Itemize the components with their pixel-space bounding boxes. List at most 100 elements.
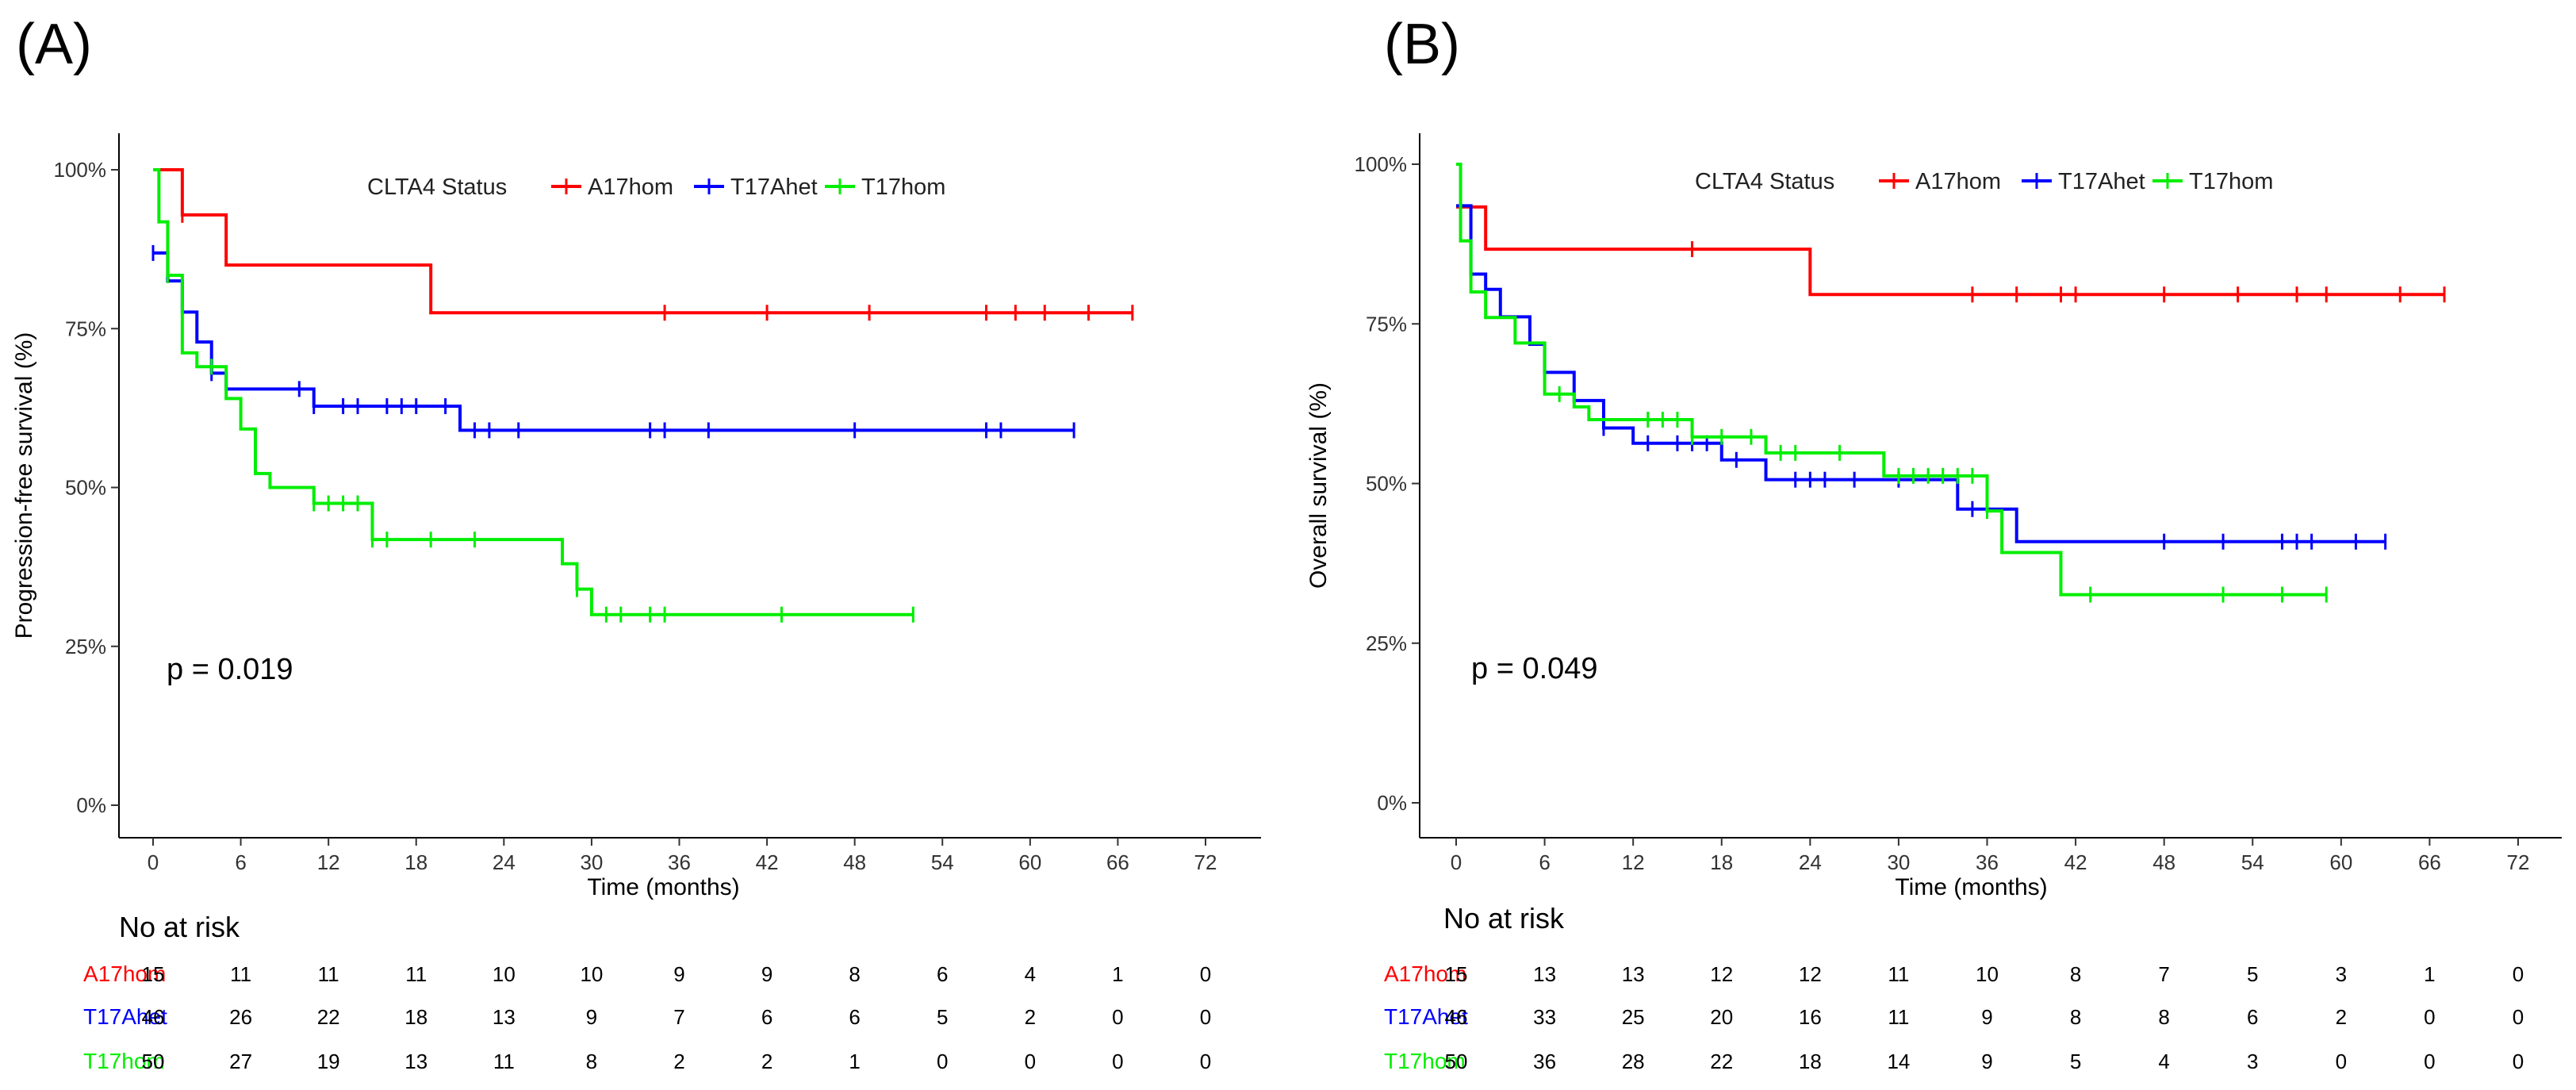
x-tick-label: 72	[1194, 850, 1217, 874]
risk-row-label-A17hom: A17hom	[1384, 961, 1466, 986]
risk-count-T17Ahet: 26	[229, 1005, 252, 1029]
x-tick-label: 66	[1106, 850, 1129, 874]
panel-label: (B)	[1384, 13, 1460, 76]
risk-count-A17hom: 12	[1710, 962, 1733, 986]
risk-count-A17hom: 10	[580, 962, 603, 986]
risk-count-A17hom: 15	[142, 962, 165, 986]
risk-count-T17Ahet: 0	[1112, 1005, 1123, 1029]
risk-count-T17hom: 0	[937, 1050, 948, 1073]
risk-count-T17hom: 28	[1622, 1050, 1645, 1073]
risk-count-T17Ahet: 8	[2158, 1005, 2169, 1029]
y-tick-label: 100%	[54, 158, 107, 182]
risk-count-T17Ahet: 6	[2247, 1005, 2258, 1029]
risk-count-A17hom: 10	[1976, 962, 1999, 986]
risk-count-A17hom: 6	[937, 962, 948, 986]
risk-count-A17hom: 8	[849, 962, 860, 986]
x-tick-label: 36	[1976, 850, 1999, 874]
x-tick-label: 60	[1018, 850, 1041, 874]
x-tick-label: 6	[1539, 850, 1550, 874]
x-tick-label: 12	[317, 850, 340, 874]
risk-row-label-T17Ahet: T17Ahet	[1384, 1004, 1468, 1029]
y-tick-label: 75%	[65, 317, 106, 340]
y-axis-title: Overall survival (%)	[1305, 382, 1332, 589]
A17hom-survival-curve	[1456, 205, 2445, 297]
risk-count-T17Ahet: 33	[1533, 1005, 1556, 1029]
risk-count-T17hom: 0	[2336, 1050, 2347, 1073]
risk-count-T17Ahet: 11	[1888, 1005, 1909, 1029]
risk-count-A17hom: 11	[318, 962, 339, 986]
x-axis-title: Time (months)	[1895, 874, 2047, 900]
x-tick-label: 36	[668, 850, 691, 874]
risk-count-T17hom: 18	[1799, 1050, 1822, 1073]
risk-count-A17hom: 3	[2336, 962, 2347, 986]
y-tick-label: 25%	[1366, 631, 1407, 655]
panel-a: (A)0 6 12 18 24 30 36 42 48 54 60 66 720%25%50%75%10…	[11, 13, 1261, 1073]
risk-count-A17hom: 5	[2247, 962, 2258, 986]
legend-label-T17hom: T17hom	[2189, 169, 2273, 194]
risk-row-label-T17hom: T17hom	[83, 1049, 165, 1073]
x-tick-label: 24	[493, 850, 516, 874]
legend-label-T17Ahet: T17Ahet	[730, 175, 818, 200]
y-tick-label: 50%	[1366, 472, 1407, 496]
risk-count-T17hom: 2	[673, 1050, 684, 1073]
risk-row-label-T17Ahet: T17Ahet	[83, 1004, 167, 1029]
x-tick-label: 48	[843, 850, 866, 874]
risk-count-T17Ahet: 16	[1799, 1005, 1822, 1029]
y-tick-label: 0%	[76, 793, 106, 817]
legend-title: CLTA4 Status	[367, 175, 507, 200]
risk-count-T17hom: 5	[2070, 1050, 2081, 1073]
risk-count-A17hom: 11	[1888, 962, 1909, 986]
x-tick-label: 18	[1710, 850, 1733, 874]
risk-count-T17hom: 11	[493, 1050, 515, 1073]
legend-label-T17hom: T17hom	[861, 175, 945, 200]
risk-count-A17hom: 11	[405, 962, 427, 986]
y-tick-label: 25%	[65, 635, 106, 658]
risk-count-T17Ahet: 0	[2424, 1005, 2435, 1029]
risk-table-title: No at risk	[119, 911, 240, 943]
legend-label-A17hom: A17hom	[1915, 169, 2001, 194]
x-tick-label: 42	[2064, 850, 2087, 874]
x-tick-label: 6	[235, 850, 246, 874]
x-tick-label: 72	[2507, 850, 2530, 874]
risk-count-T17hom: 9	[1981, 1050, 1992, 1073]
risk-count-A17hom: 8	[2070, 962, 2081, 986]
risk-count-A17hom: 1	[2424, 962, 2435, 986]
risk-count-T17hom: 27	[229, 1050, 252, 1073]
x-tick-label: 30	[580, 850, 603, 874]
risk-count-T17hom: 2	[761, 1050, 772, 1073]
risk-count-T17Ahet: 0	[2513, 1005, 2524, 1029]
risk-count-T17hom: 0	[1200, 1050, 1211, 1073]
risk-count-T17hom: 0	[2513, 1050, 2524, 1073]
T17hom-survival-curve	[153, 168, 914, 616]
T17Ahet-survival-curve	[153, 251, 1075, 432]
x-axis-title: Time (months)	[587, 874, 739, 900]
risk-count-T17Ahet: 2	[1025, 1005, 1036, 1029]
risk-count-T17hom: 4	[2158, 1050, 2169, 1073]
x-tick-label: 0	[148, 850, 159, 874]
x-tick-label: 24	[1799, 850, 1822, 874]
risk-count-T17Ahet: 46	[1445, 1005, 1468, 1029]
risk-count-T17Ahet: 22	[317, 1005, 340, 1029]
risk-count-T17Ahet: 20	[1710, 1005, 1733, 1029]
legend-title: CLTA4 Status	[1695, 169, 1834, 194]
legend-label-A17hom: A17hom	[588, 175, 673, 200]
risk-count-A17hom: 7	[2158, 962, 2169, 986]
risk-count-T17Ahet: 8	[2070, 1005, 2081, 1029]
risk-count-T17hom: 0	[2424, 1050, 2435, 1073]
risk-count-T17hom: 0	[1112, 1050, 1123, 1073]
risk-count-T17Ahet: 9	[1981, 1005, 1992, 1029]
risk-count-T17Ahet: 46	[142, 1005, 165, 1029]
risk-count-A17hom: 13	[1533, 962, 1556, 986]
y-tick-label: 75%	[1366, 312, 1407, 336]
panel-b: (B)0 6 12 18 24 30 36 42 48 54 60 66 720%25%50%75%10…	[1305, 13, 2562, 1073]
risk-count-A17hom: 11	[230, 962, 251, 986]
risk-count-T17hom: 19	[317, 1050, 340, 1073]
risk-count-T17hom: 36	[1533, 1050, 1556, 1073]
risk-count-A17hom: 4	[1025, 962, 1036, 986]
risk-count-T17Ahet: 5	[937, 1005, 948, 1029]
risk-table-title: No at risk	[1443, 902, 1565, 935]
risk-count-T17hom: 14	[1887, 1050, 1910, 1073]
legend-label-T17Ahet: T17Ahet	[2058, 169, 2145, 194]
risk-count-A17hom: 12	[1799, 962, 1822, 986]
risk-count-T17Ahet: 6	[761, 1005, 772, 1029]
